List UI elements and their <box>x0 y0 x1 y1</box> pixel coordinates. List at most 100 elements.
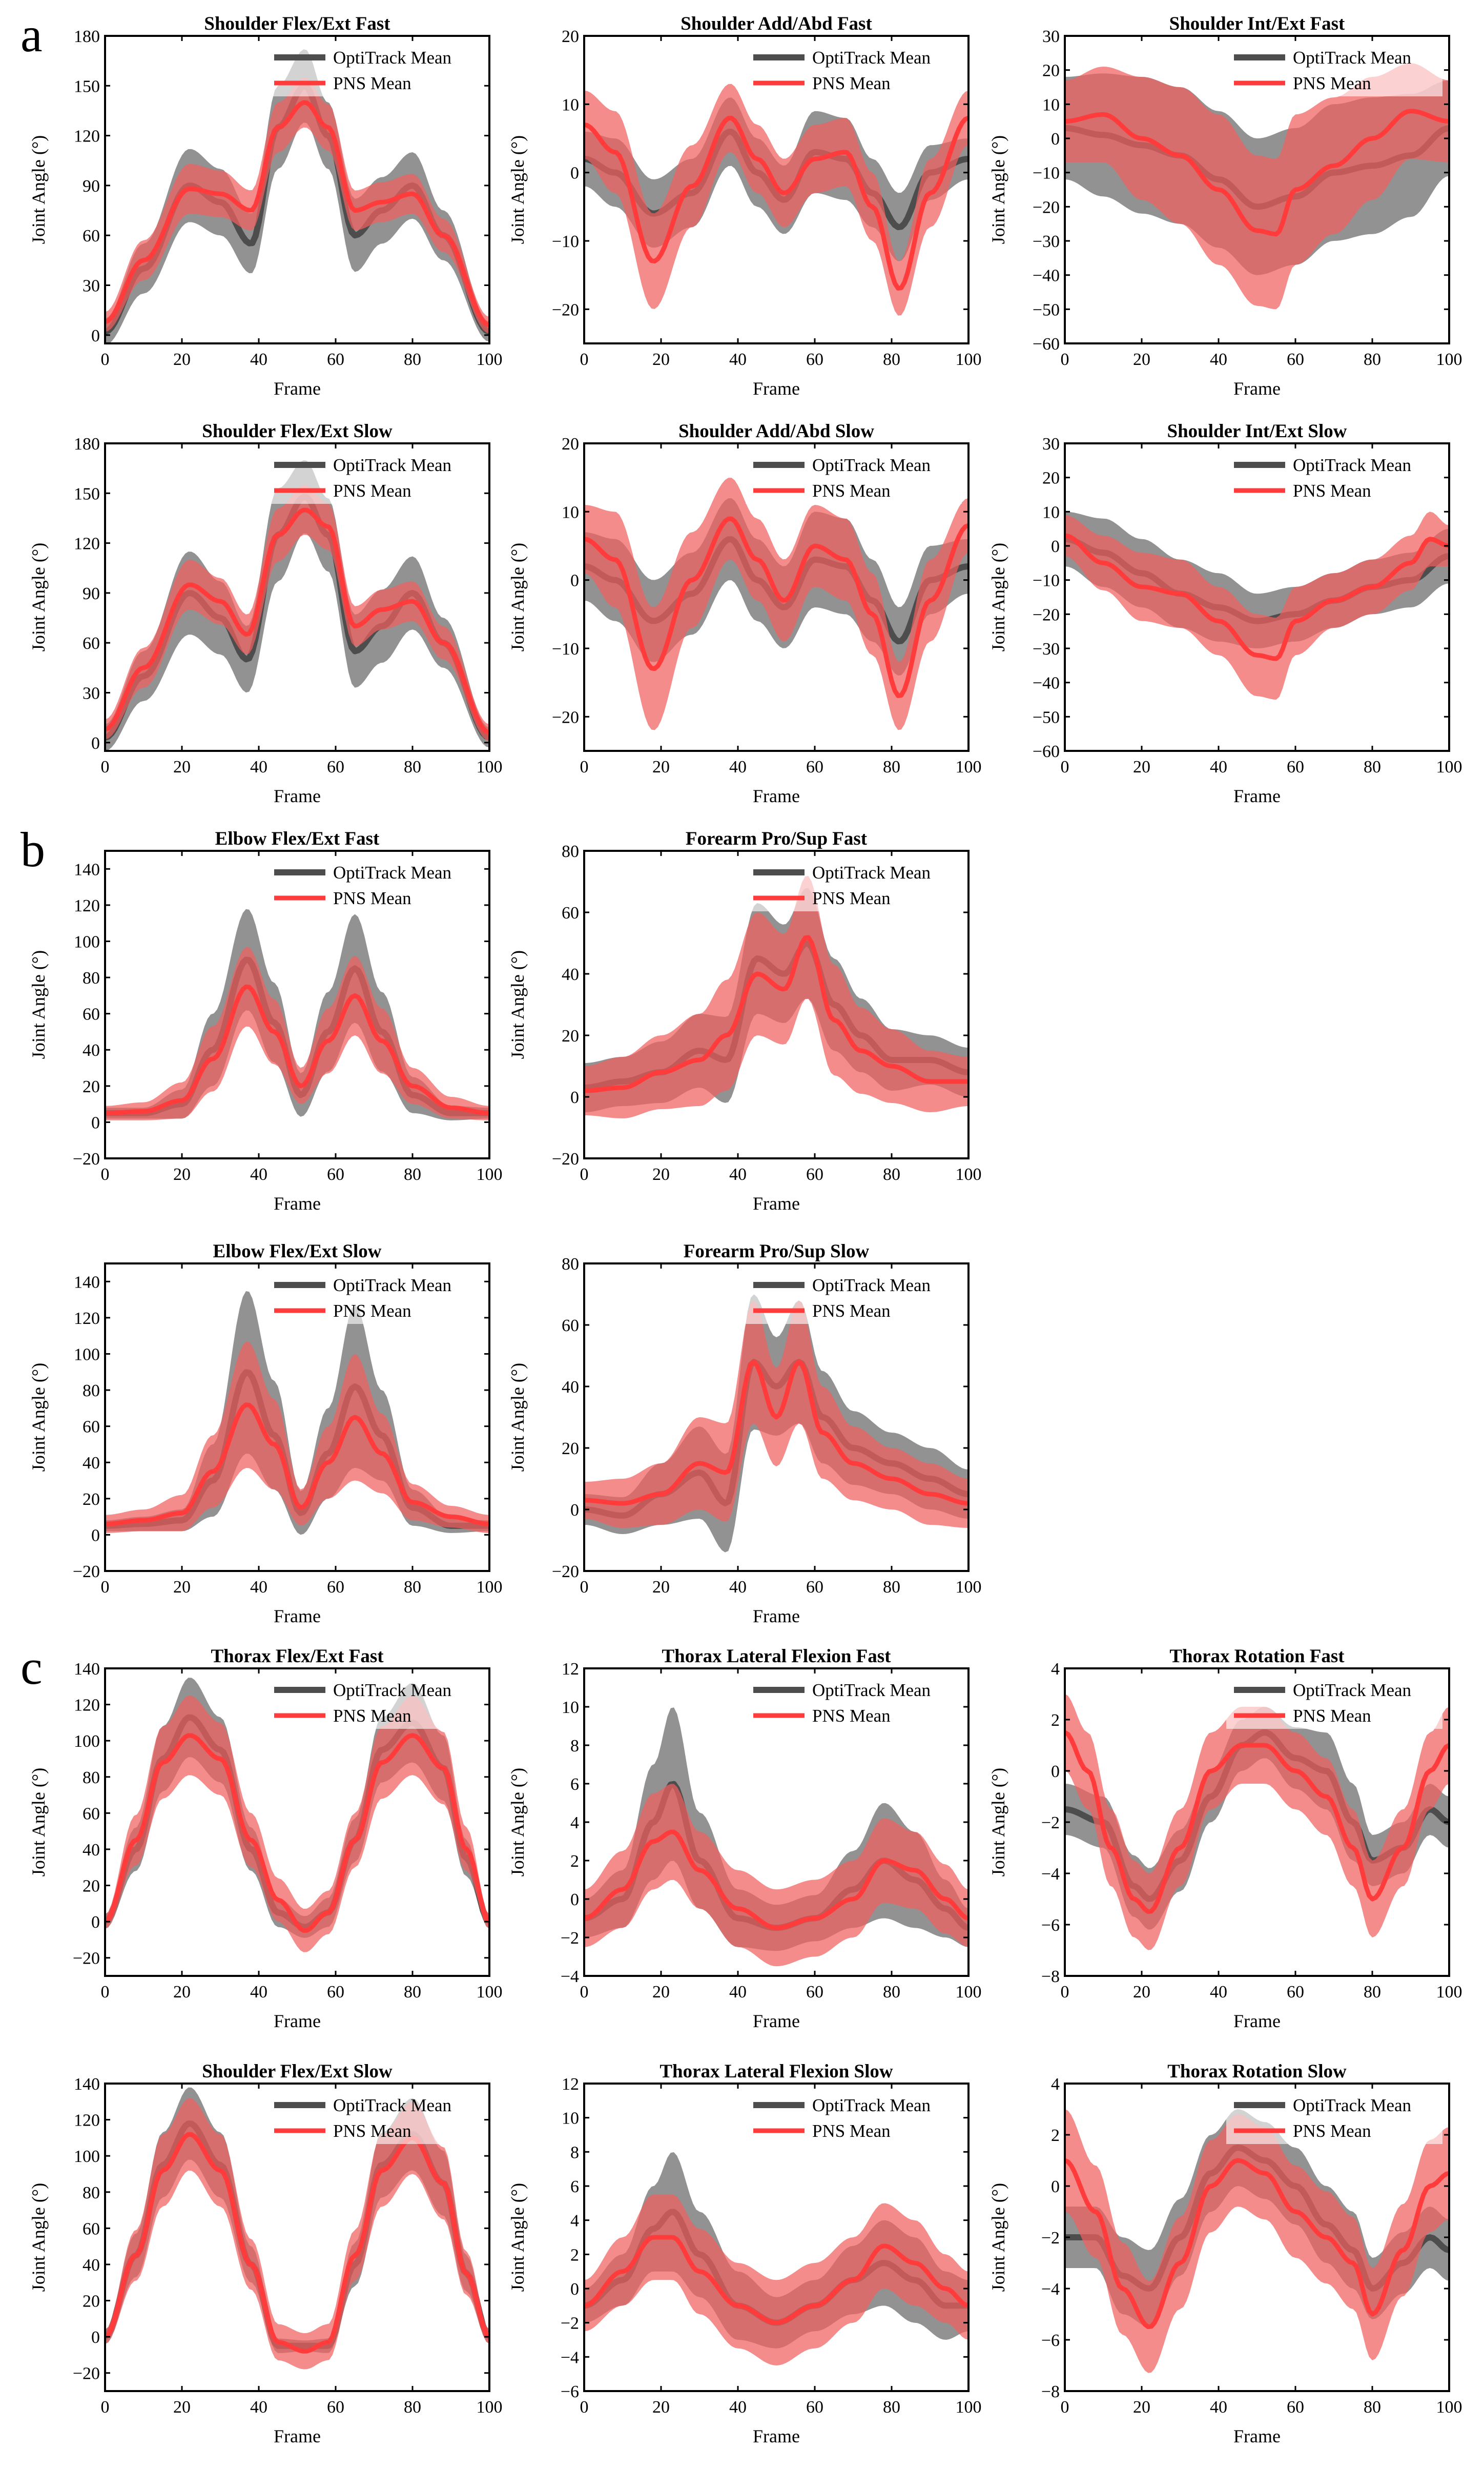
y-axis-label: Joint Angle (°) <box>28 2183 49 2292</box>
pns-sd-band <box>105 485 489 741</box>
x-tick-label: 60 <box>1287 350 1304 369</box>
pns-sd-band <box>584 2194 968 2365</box>
y-tick-label: 60 <box>83 634 100 653</box>
pns-mean-line <box>1065 2158 1449 2330</box>
y-tick-label: −40 <box>1033 267 1060 285</box>
x-tick-label: 80 <box>404 350 421 369</box>
y-axis-label: Joint Angle (°) <box>988 1768 1008 1876</box>
legend: OptiTrack Mean PNS Mean <box>1226 453 1442 504</box>
x-tick-label: 100 <box>477 1983 503 2002</box>
y-tick-label: 0 <box>91 2328 100 2347</box>
x-axis-label: Frame <box>274 2011 321 2031</box>
pns-sd-band <box>1065 63 1449 310</box>
legend-label-pns: PNS Mean <box>812 1706 891 1726</box>
y-tick-label: 2 <box>570 2246 579 2264</box>
pns-mean-line <box>584 1359 968 1506</box>
y-tick-label: −20 <box>552 708 579 727</box>
y-tick-label: −60 <box>1033 742 1060 761</box>
x-axis-label: Frame <box>753 2426 800 2446</box>
x-tick-label: 0 <box>580 1983 589 2002</box>
x-tick-label: 80 <box>1364 758 1381 777</box>
y-tick-label: 90 <box>83 177 100 196</box>
y-axis-label: Joint Angle (°) <box>507 543 528 651</box>
y-tick-label: −6 <box>561 2382 579 2401</box>
y-axis-label: Joint Angle (°) <box>507 2183 528 2292</box>
x-tick-label: 100 <box>477 2398 503 2417</box>
y-tick-label: 4 <box>570 2212 579 2231</box>
x-tick-label: 100 <box>956 1983 982 2002</box>
y-tick-label: −50 <box>1033 708 1060 727</box>
legend: OptiTrack Mean PNS Mean <box>266 1273 483 1324</box>
y-tick-label: 80 <box>83 1768 100 1787</box>
legend-label-optitrack: OptiTrack Mean <box>333 48 451 68</box>
y-tick-label: 6 <box>570 1775 579 1794</box>
y-tick-label: 30 <box>1042 27 1060 46</box>
y-tick-label: −60 <box>1033 335 1060 354</box>
y-tick-label: 10 <box>1042 503 1060 522</box>
x-tick-label: 40 <box>250 2398 267 2417</box>
y-tick-label: −20 <box>1033 198 1060 217</box>
y-tick-label: −6 <box>1041 2331 1060 2350</box>
legend-box <box>266 1273 483 1324</box>
x-tick-label: 80 <box>404 1983 421 2002</box>
y-tick-label: −4 <box>1041 2280 1060 2299</box>
y-axis-label: Joint Angle (°) <box>28 1768 49 1876</box>
x-tick-label: 80 <box>404 758 421 777</box>
legend-label-pns: PNS Mean <box>812 481 891 501</box>
x-axis-label: Frame <box>753 786 800 806</box>
y-tick-label: 8 <box>570 1737 579 1756</box>
chart-title: Shoulder Int/Ext Fast <box>1169 13 1345 34</box>
pns-sd-band <box>584 1784 968 1967</box>
y-axis-label: Joint Angle (°) <box>28 543 49 651</box>
plot-area <box>105 2087 489 2370</box>
axes-frame <box>104 1262 490 1572</box>
pns-mean-line <box>584 516 968 698</box>
x-tick-label: 100 <box>477 1165 503 1184</box>
axes-frame <box>583 2083 970 2392</box>
pns-mean-line <box>105 1733 489 1933</box>
pns-sd-band <box>584 84 968 316</box>
legend-label-optitrack: OptiTrack Mean <box>333 455 451 475</box>
y-tick-label: 20 <box>83 1490 100 1509</box>
y-tick-label: 10 <box>562 1698 579 1717</box>
x-tick-label: 40 <box>250 1165 267 1184</box>
x-tick-label: 0 <box>580 1578 589 1597</box>
y-tick-label: −2 <box>1041 2229 1060 2248</box>
legend: OptiTrack Mean PNS Mean <box>266 1678 483 1729</box>
legend: OptiTrack Mean PNS Mean <box>746 2093 962 2144</box>
axes-frame <box>104 2083 490 2392</box>
chart-title: Shoulder Add/Abd Slow <box>678 421 874 442</box>
y-tick-label: 0 <box>570 164 579 183</box>
x-tick-label: 40 <box>729 1578 747 1597</box>
pns-sd-band <box>1065 1694 1449 1950</box>
axes-frame <box>583 35 970 344</box>
y-tick-label: 60 <box>83 2219 100 2238</box>
y-tick-label: 140 <box>74 1660 100 1679</box>
chart-title: Thorax Lateral Flexion Slow <box>659 2061 893 2082</box>
x-tick-label: 60 <box>327 758 344 777</box>
legend-label-optitrack: OptiTrack Mean <box>333 863 451 883</box>
axes-frame <box>104 442 490 752</box>
pns-mean-line <box>1065 1730 1449 1914</box>
y-tick-label: −20 <box>73 1562 100 1581</box>
x-tick-label: 20 <box>1133 1983 1150 2002</box>
x-tick-label: 80 <box>404 2398 421 2417</box>
axes-frame <box>583 442 970 752</box>
y-tick-label: 120 <box>74 1309 100 1328</box>
y-tick-label: 90 <box>83 584 100 603</box>
chart-title: Elbow Flex/Ext Fast <box>215 828 380 849</box>
y-tick-label: −10 <box>552 232 579 251</box>
plot-area <box>1065 2109 1449 2373</box>
y-tick-label: 0 <box>1051 130 1060 149</box>
y-tick-label: −10 <box>552 640 579 659</box>
y-tick-label: 40 <box>562 965 579 984</box>
legend-box <box>746 2093 962 2144</box>
y-axis-label: Joint Angle (°) <box>507 135 528 244</box>
chart-title: Elbow Flex/Ext Slow <box>213 1241 382 1262</box>
x-tick-label: 40 <box>1210 350 1227 369</box>
chart-title: Thorax Flex/Ext Fast <box>211 1646 384 1667</box>
x-tick-label: 60 <box>806 1578 823 1597</box>
x-tick-label: 20 <box>173 1578 191 1597</box>
plot-area <box>105 49 489 343</box>
chart-title: Forearm Pro/Sup Slow <box>684 1241 870 1262</box>
